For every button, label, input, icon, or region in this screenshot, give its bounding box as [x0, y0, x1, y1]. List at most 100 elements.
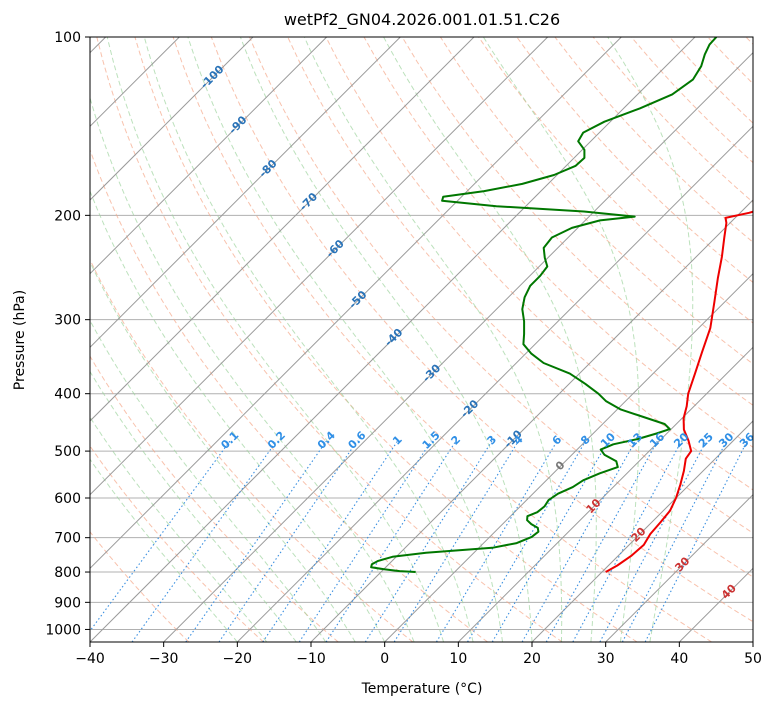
- x-tick-label: −40: [75, 651, 105, 667]
- mixing-ratio-line: [621, 440, 728, 642]
- mixing-ratio-label: 1.5: [420, 429, 443, 452]
- y-tick-label: 1000: [45, 622, 81, 638]
- mixing-ratio-line: [435, 440, 558, 642]
- x-axis-title: Temperature (°C): [361, 681, 483, 697]
- background-lines: [90, 37, 753, 642]
- isotherm: [605, 493, 753, 642]
- mixing-ratio-line: [467, 440, 587, 642]
- mixing-ratio-label: 0.2: [265, 429, 288, 452]
- dry-adiabat: [325, 37, 753, 491]
- dry-adiabat: [363, 37, 753, 448]
- dewpoint-profile: [370, 37, 718, 573]
- isotherm: [384, 272, 753, 642]
- dry-adiabat: [210, 37, 753, 623]
- x-tick-label: 50: [744, 651, 762, 667]
- isotherm: [90, 37, 696, 642]
- isotherm: [236, 125, 753, 642]
- isotherm: [90, 37, 254, 201]
- dry-adiabat: [287, 37, 753, 534]
- isotherm-label: -30: [420, 361, 443, 384]
- moist-adiabat: [90, 458, 238, 642]
- isotherm: [678, 567, 753, 642]
- x-tick-label: −10: [296, 651, 326, 667]
- y-tick-label: 700: [54, 531, 81, 547]
- dry-adiabat: [90, 148, 488, 642]
- isotherm-label: -100: [198, 62, 227, 91]
- x-tick-label: 10: [449, 651, 467, 667]
- dry-adiabat: [172, 37, 712, 642]
- mixing-ratio-line: [218, 440, 358, 642]
- mixing-ratio-label: 8: [578, 433, 593, 448]
- mixing-ratio-label: 2: [449, 433, 464, 448]
- moist-adiabat: [383, 37, 597, 642]
- mixing-ratio-label: 0.1: [218, 429, 241, 452]
- y-tick-label: 500: [54, 444, 81, 460]
- dry-adiabat: [669, 37, 753, 124]
- y-tick-label: 400: [54, 387, 81, 403]
- mixing-ratio-line: [572, 440, 683, 642]
- moist-adiabat: [482, 37, 640, 642]
- y-tick-label: 600: [54, 491, 81, 507]
- dry-adiabat: [134, 37, 638, 642]
- isotherm: [752, 641, 753, 642]
- dry-adiabat: [439, 37, 753, 365]
- isotherm: [90, 37, 401, 349]
- y-tick-label: 200: [54, 208, 81, 224]
- moist-adiabat: [239, 37, 533, 642]
- mixing-ratio-label: 16: [647, 430, 667, 450]
- mixing-ratio-line: [90, 440, 231, 632]
- moist-adiabat: [90, 416, 268, 642]
- dry-adiabat: [707, 37, 753, 85]
- isotherm-label: -60: [324, 237, 347, 260]
- mixing-ratio-label: 10: [598, 430, 618, 450]
- moist-adiabat: [106, 37, 445, 642]
- mixing-ratio-line: [298, 440, 432, 642]
- dry-adiabat: [90, 355, 339, 642]
- dry-adiabat: [401, 37, 753, 406]
- mixing-ratio-line: [131, 440, 278, 642]
- dry-adiabat: [96, 37, 563, 642]
- y-tick-label: 900: [54, 595, 81, 611]
- x-tick-label: 30: [597, 651, 615, 667]
- isotherm-label: -40: [382, 326, 405, 349]
- y-axis-title: Pressure (hPa): [12, 290, 28, 390]
- isotherm: [90, 37, 328, 275]
- mixing-ratio-line: [185, 440, 328, 642]
- y-axis: 100 200 300 400 500 600 700 800 900 1000: [45, 30, 90, 638]
- line-labels: -100-90-80-70-60-50-40-30-20-10010203040…: [198, 62, 757, 601]
- mixing-ratio-line: [521, 440, 637, 642]
- x-tick-label: 40: [670, 651, 688, 667]
- dry-adiabat: [745, 37, 753, 45]
- dry-adiabat: [554, 37, 753, 243]
- isotherm: [310, 199, 753, 642]
- mixing-ratio-label: 13: [625, 430, 645, 450]
- x-tick-label: 0: [380, 651, 389, 667]
- isotherm: [90, 37, 622, 570]
- moist-adiabat: [187, 37, 503, 642]
- mixing-ratio-label: 25: [696, 430, 716, 450]
- dry-adiabat: [90, 258, 414, 642]
- mixing-ratio-label: 0.4: [315, 428, 338, 451]
- isotherm: [163, 51, 753, 642]
- plot-frame: [89, 36, 754, 643]
- moist-adiabat: [90, 319, 327, 642]
- mixing-ratio-label: 1: [390, 433, 405, 448]
- moist-adiabat: [90, 260, 356, 642]
- y-tick-label: 100: [54, 30, 81, 46]
- sounding-profiles: [370, 37, 753, 573]
- isotherm-label: -20: [458, 397, 481, 420]
- dry-adiabat: [249, 37, 753, 578]
- dry-adiabat: [516, 37, 753, 284]
- moist-adiabat: [303, 37, 563, 642]
- mixing-ratio-line: [325, 440, 457, 642]
- moist-adiabat: [607, 37, 694, 642]
- mixing-ratio-line: [644, 440, 748, 642]
- mixing-ratio-line: [364, 440, 493, 642]
- isotherm: [531, 420, 753, 642]
- chart-title: wetPf2_GN04.2026.001.01.51.C26: [284, 10, 560, 30]
- mixing-ratio-label: 3: [485, 433, 500, 448]
- mixing-ratio-line: [262, 440, 399, 642]
- isotherm: [90, 37, 549, 496]
- isotherm: [457, 346, 753, 642]
- dry-adiabat: [592, 37, 753, 203]
